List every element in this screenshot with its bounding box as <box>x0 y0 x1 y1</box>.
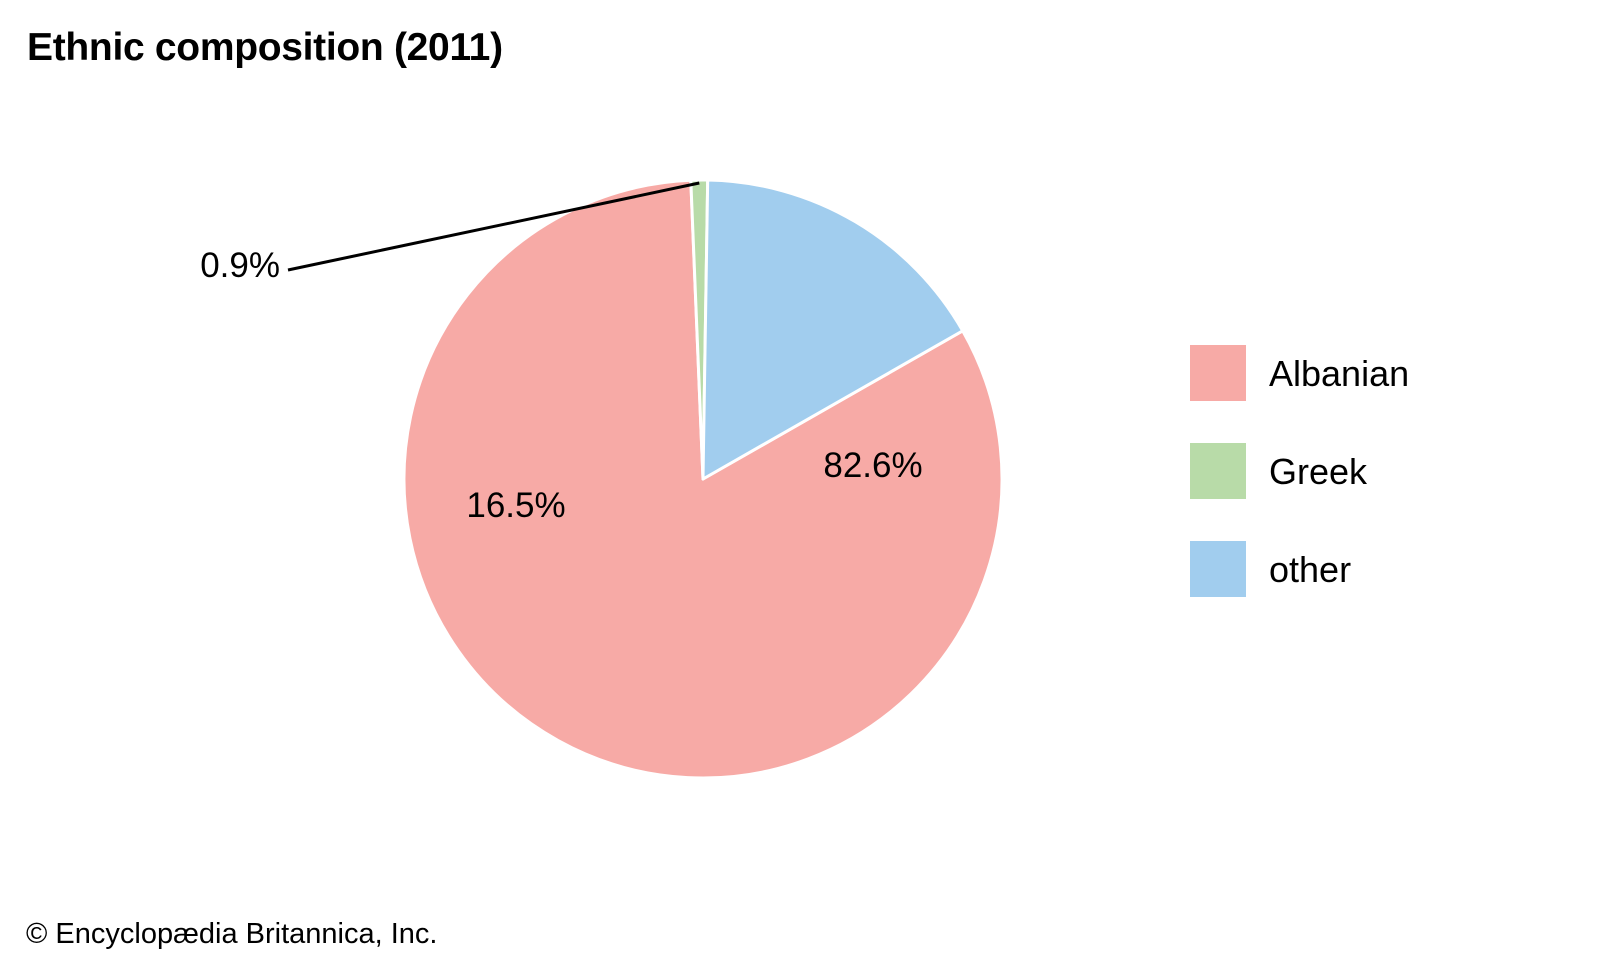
leader-line-greek <box>287 181 700 272</box>
pie-labels: 82.6% 16.5% 0.9% <box>200 181 923 525</box>
legend-swatch-greek <box>1190 443 1246 499</box>
legend-swatch-other <box>1190 541 1246 597</box>
legend-label-greek: Greek <box>1269 451 1368 492</box>
legend-label-other: other <box>1269 549 1352 590</box>
data-label-greek: 0.9% <box>200 246 280 285</box>
pie-slice-other <box>701 178 965 481</box>
legend-label-albanian: Albanian <box>1269 353 1410 394</box>
legend-swatch-albanian <box>1190 345 1246 401</box>
chart-title: Ethnic composition (2011) <box>27 26 503 69</box>
data-label-albanian: 82.6% <box>823 446 922 485</box>
copyright-credit: © Encyclopædia Britannica, Inc. <box>26 918 438 950</box>
data-label-other: 16.5% <box>466 486 565 525</box>
pie-slices <box>402 178 1004 780</box>
